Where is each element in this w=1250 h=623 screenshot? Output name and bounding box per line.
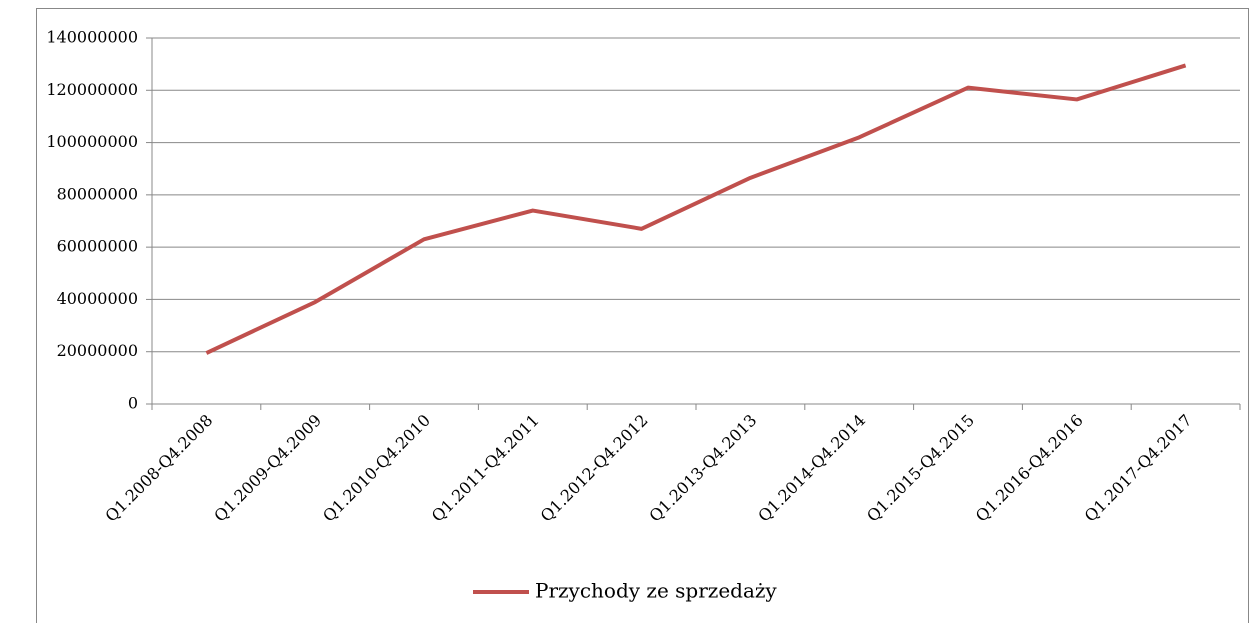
line-series [205, 63, 1187, 355]
x-tick-label: Q1.2013-Q4.2013 [645, 411, 760, 526]
y-tick-label: 60000000 [57, 237, 138, 256]
y-tick-label: 140000000 [46, 28, 138, 47]
y-tick-label: 80000000 [57, 184, 138, 203]
chart-frame [36, 8, 1249, 623]
x-tick-label: Q1.2010-Q4.2010 [319, 411, 434, 526]
y-tick-label: 20000000 [57, 341, 138, 360]
y-tick-label: 0 [128, 394, 138, 413]
x-tick-label: Q1.2009-Q4.2009 [210, 411, 325, 526]
legend-label: Przychody ze sprzedaży [535, 579, 777, 603]
x-tick-label: Q1.2017-Q4.2017 [1081, 411, 1196, 526]
y-tick-label: 120000000 [46, 80, 138, 99]
x-tick-label: Q1.2012-Q4.2012 [537, 411, 652, 526]
y-tick-label: 100000000 [46, 132, 138, 151]
x-tick-label: Q1.2016-Q4.2016 [972, 411, 1087, 526]
x-tick-label: Q1.2014-Q4.2014 [754, 411, 869, 526]
x-tick-label: Q1.2011-Q4.2011 [428, 411, 543, 526]
x-tick-label: Q1.2008-Q4.2008 [101, 411, 216, 526]
y-tick-label: 40000000 [57, 289, 138, 308]
x-tick-label: Q1.2015-Q4.2015 [863, 411, 978, 526]
